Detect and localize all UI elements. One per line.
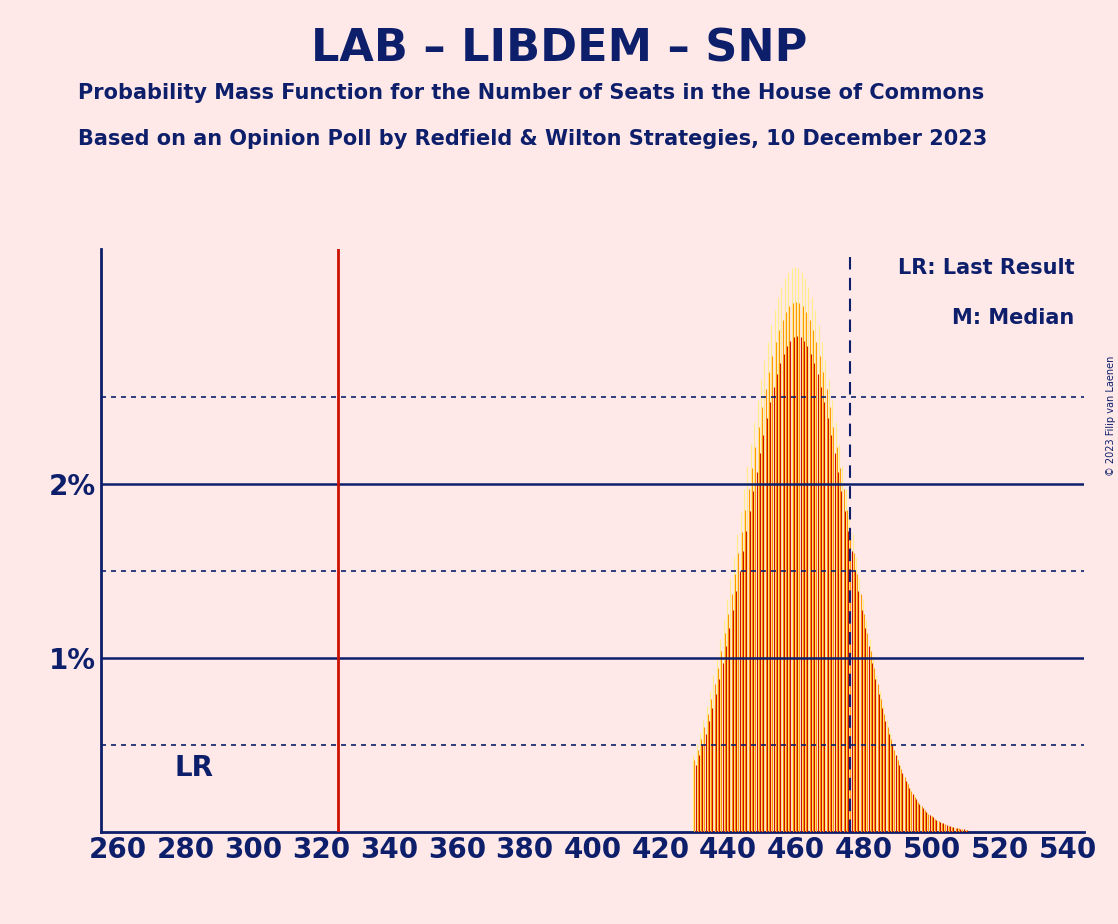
Text: LR: LR — [174, 754, 214, 782]
Text: LR: Last Result: LR: Last Result — [898, 258, 1074, 278]
Text: Based on an Opinion Poll by Redfield & Wilton Strategies, 10 December 2023: Based on an Opinion Poll by Redfield & W… — [78, 129, 987, 150]
Text: LAB – LIBDEM – SNP: LAB – LIBDEM – SNP — [311, 28, 807, 71]
Text: M: Median: M: Median — [953, 308, 1074, 328]
Text: © 2023 Filip van Laenen: © 2023 Filip van Laenen — [1106, 356, 1116, 476]
Text: Probability Mass Function for the Number of Seats in the House of Commons: Probability Mass Function for the Number… — [78, 83, 985, 103]
